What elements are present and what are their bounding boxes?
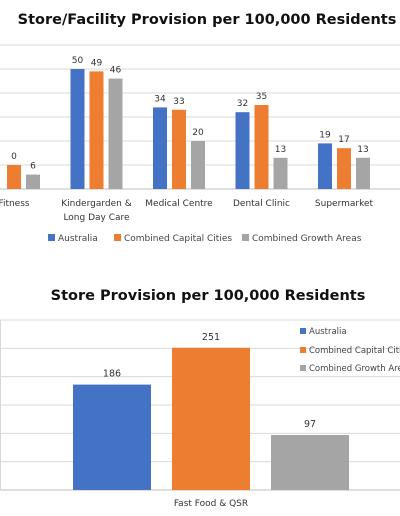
bar-combined-capital-cities-fitness <box>7 165 21 189</box>
data-label-combined-growth-areas-dental-clinic: 13 <box>275 145 286 155</box>
legend-swatch-australia <box>48 234 55 241</box>
bar-combined-growth-areas-supermarket <box>356 157 370 189</box>
legend-label-australia: Australia <box>58 234 98 244</box>
data-label-combined-capital-cities-supermarket: 17 <box>338 135 349 145</box>
bar-combined-capital-cities-dental-clinic <box>254 105 269 189</box>
data-label-combined-growth-areas-kindergarden-long-day-care: 46 <box>110 66 122 76</box>
data-label-combined-capital-cities-kindergarden-long-day-care: 49 <box>91 58 103 68</box>
legend-label-combined-capital-cities: Combined Capital Cities <box>309 346 400 356</box>
bar-combined-growth-areas-dental-clinic <box>273 157 288 189</box>
bar-combined-capital-cities-medical-centre <box>172 109 186 189</box>
data-label-australia-dental-clinic: 32 <box>237 99 248 109</box>
chart2-title: Store Provision per 100,000 Residents <box>51 288 366 304</box>
data-label-combined-growth-areas: 97 <box>304 419 316 430</box>
bar-australia-kindergarden-long-day-care <box>70 69 85 189</box>
data-label-combined-capital-cities-dental-clinic: 35 <box>256 92 267 102</box>
data-label-australia-medical-centre: 34 <box>154 94 166 104</box>
bar-combined-capital-cities-kindergarden-long-day-care <box>89 71 104 189</box>
bar-australia-fast-food-qsr <box>73 384 151 490</box>
legend-swatch-combined-growth-areas <box>242 234 249 241</box>
legend-swatch-combined-capital-cities <box>300 347 306 353</box>
data-label-combined-growth-areas-medical-centre: 20 <box>192 128 204 138</box>
tick-label-kindergarden-long-day-care: Long Day Care <box>63 213 130 223</box>
bar-australia-supermarket <box>318 143 332 189</box>
legend-swatch-combined-growth-areas <box>300 365 306 371</box>
data-label-combined-capital-cities: 251 <box>202 332 220 343</box>
bar-combined-growth-areas-medical-centre <box>191 141 205 189</box>
tick-label-fitness: Fitness <box>0 199 30 209</box>
tick-label-supermarket: Supermarket <box>315 199 374 209</box>
data-label-australia-supermarket: 19 <box>319 130 331 140</box>
legend-swatch-combined-capital-cities <box>114 234 121 241</box>
data-label-australia: 186 <box>103 369 121 380</box>
data-label-australia-kindergarden-long-day-care: 50 <box>72 56 84 66</box>
store-provision-chart: Store Provision per 100,000 Residents 18… <box>0 288 400 509</box>
bar-australia-medical-centre <box>153 107 167 189</box>
legend-swatch-australia <box>300 328 306 334</box>
bar-combined-growth-areas-fast-food-qsr <box>271 435 349 490</box>
legend-label-combined-capital-cities: Combined Capital Cities <box>124 234 232 244</box>
tick-label-fast-food-qsr: Fast Food & QSR <box>174 499 248 509</box>
tick-label-dental-clinic: Dental Clinic <box>233 199 290 209</box>
legend-label-combined-growth-areas: Combined Growth Areas <box>309 364 400 374</box>
data-label-combined-capital-cities-medical-centre: 33 <box>173 97 184 107</box>
facility-provision-chart: Store/Facility Provision per 100,000 Res… <box>0 12 400 244</box>
tick-label-medical-centre: Medical Centre <box>145 199 213 209</box>
bar-combined-growth-areas-fitness <box>26 174 40 189</box>
legend-label-australia: Australia <box>309 327 347 337</box>
legend-label-combined-growth-areas: Combined Growth Areas <box>252 234 362 244</box>
tick-label-kindergarden-long-day-care: Kindergarden & <box>61 199 132 209</box>
data-label-combined-growth-areas-supermarket: 13 <box>357 145 368 155</box>
chart1-title: Store/Facility Provision per 100,000 Res… <box>18 12 397 28</box>
data-label-combined-growth-areas-fitness: 6 <box>30 162 36 172</box>
bar-combined-growth-areas-kindergarden-long-day-care <box>108 78 123 189</box>
data-label-combined-capital-cities-fitness: 0 <box>11 152 17 162</box>
bar-australia-dental-clinic <box>235 112 250 189</box>
bar-combined-capital-cities-supermarket <box>337 148 351 189</box>
bar-combined-capital-cities-fast-food-qsr <box>172 347 250 490</box>
